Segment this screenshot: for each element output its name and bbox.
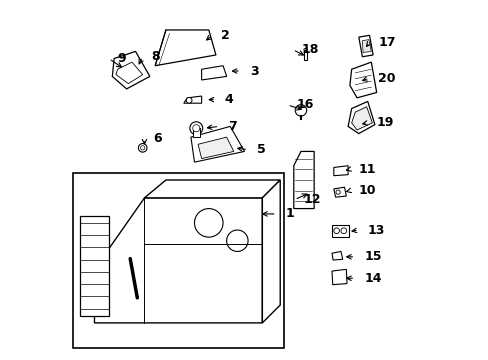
Polygon shape (262, 180, 280, 323)
Polygon shape (351, 107, 372, 130)
Polygon shape (183, 96, 201, 103)
Text: 10: 10 (358, 184, 376, 197)
Polygon shape (155, 30, 216, 66)
Circle shape (295, 105, 306, 116)
Text: 4: 4 (224, 93, 233, 106)
Polygon shape (190, 126, 244, 162)
Text: 18: 18 (301, 43, 318, 56)
Polygon shape (331, 269, 346, 285)
Bar (192, 128, 200, 137)
Text: 17: 17 (378, 36, 395, 49)
Circle shape (333, 228, 339, 234)
Circle shape (340, 228, 346, 234)
Polygon shape (293, 152, 313, 208)
Circle shape (192, 125, 200, 132)
Polygon shape (349, 62, 376, 98)
Polygon shape (362, 40, 370, 53)
Polygon shape (198, 137, 233, 158)
Circle shape (140, 146, 144, 150)
Text: 19: 19 (376, 116, 393, 129)
Bar (331, 225, 348, 237)
Bar (73, 173, 283, 348)
Polygon shape (347, 102, 374, 134)
Text: 9: 9 (118, 52, 126, 65)
Polygon shape (201, 66, 226, 80)
Circle shape (138, 144, 147, 152)
Polygon shape (94, 198, 262, 323)
Polygon shape (80, 216, 108, 316)
Text: 6: 6 (153, 132, 162, 145)
Text: 14: 14 (364, 272, 381, 285)
Text: 2: 2 (221, 29, 229, 42)
Text: 7: 7 (228, 120, 237, 133)
Circle shape (335, 190, 340, 194)
Polygon shape (116, 62, 142, 84)
Polygon shape (333, 187, 346, 197)
Circle shape (194, 208, 223, 237)
Polygon shape (358, 35, 372, 57)
Text: 20: 20 (378, 72, 395, 85)
Text: 1: 1 (285, 207, 294, 220)
Text: 11: 11 (358, 163, 376, 176)
Polygon shape (333, 166, 347, 176)
Circle shape (226, 230, 247, 251)
Text: 15: 15 (364, 250, 381, 263)
Text: 8: 8 (151, 50, 160, 63)
Circle shape (189, 122, 203, 135)
Bar (303, 50, 307, 60)
Text: 16: 16 (296, 99, 313, 112)
Polygon shape (144, 180, 280, 198)
Circle shape (186, 98, 192, 103)
Text: 3: 3 (249, 64, 258, 77)
Text: 12: 12 (303, 193, 320, 206)
Polygon shape (331, 251, 342, 260)
Text: 5: 5 (257, 143, 265, 156)
Text: 13: 13 (367, 224, 385, 237)
Polygon shape (112, 51, 149, 89)
Ellipse shape (303, 49, 307, 51)
